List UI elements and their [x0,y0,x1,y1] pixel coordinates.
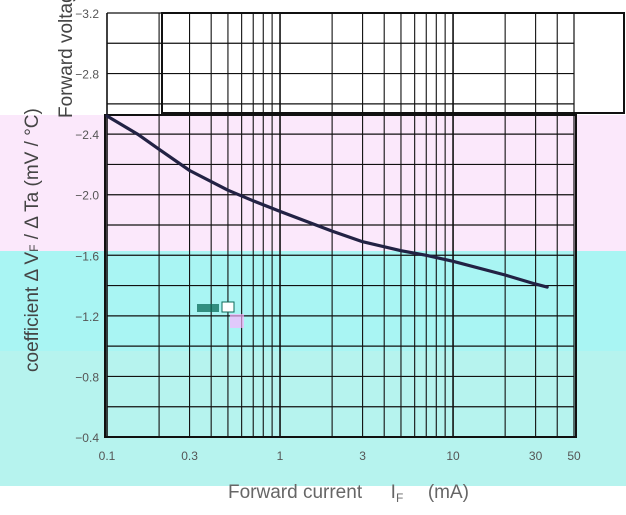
y-tick-label-0: −3.2 [75,7,99,21]
ylabel-line2-main: coefficient Δ V [22,251,43,372]
series-line-0 [105,114,549,289]
ylabel-line2-sub: F [27,244,41,252]
x-tick-label-6: 50 [567,449,581,463]
artifact-mark-b [221,301,235,313]
legend-artifact [197,301,244,328]
x-tick-label-1: 0.3 [181,449,198,463]
x-tick-label-2: 1 [277,449,284,463]
x-tick-label-5: 30 [529,449,543,463]
y-tick-label-2: −2.4 [75,128,99,142]
y-tick-label-7: −0.4 [75,431,99,445]
artifact-mark-c [230,314,244,328]
ylabel-line2-rest: / Δ Ta (mV / °C) [22,108,43,245]
grid-layer [104,12,625,438]
y-tick-label-4: −1.6 [75,249,99,263]
ylabel-line2: coefficient Δ VF / Δ Ta (mV / °C) [22,108,44,372]
xlabel-sub: F [395,491,404,505]
xlabel-unit: (mA) [427,482,470,503]
x-tick-label-3: 3 [359,449,366,463]
ylabel-line1: Forward voltage temperature [56,0,78,118]
plot-frame-top [161,12,625,114]
curve-layer [105,114,549,289]
y-tick-label-6: −0.8 [75,370,99,384]
x-tick-label-0: 0.1 [99,449,116,463]
y-tick-label-5: −1.2 [75,310,99,324]
xlabel: Forward current IF (mA) [228,482,469,505]
y-tick-label-3: −2.0 [75,189,99,203]
artifact-mark-a [197,304,219,312]
y-tick-label-1: −2.8 [75,68,99,82]
x-tick-label-4: 10 [446,449,460,463]
xlabel-symbol: I [390,482,396,503]
xlabel-main: Forward current [228,482,363,503]
tick-layer: −3.2 −2.8 −2.4 −2.0 −1.6 −1.2 −0.8 −0.40.1 0.3 1 3… [75,7,581,463]
